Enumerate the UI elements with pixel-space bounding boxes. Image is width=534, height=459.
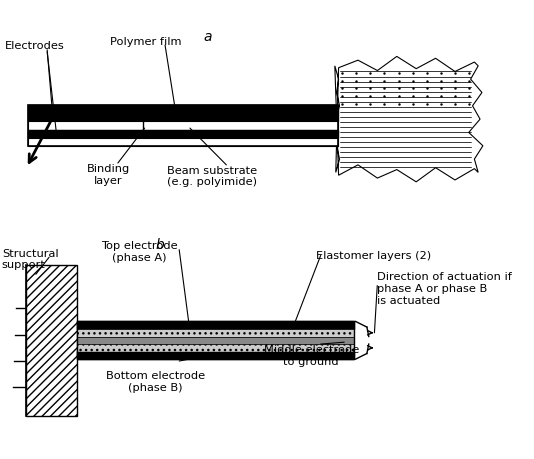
Bar	[26, 265, 77, 416]
Bar	[28, 138, 337, 147]
Bar	[28, 106, 337, 121]
Text: Direction of actuation if
phase A or phase B
is actuated: Direction of actuation if phase A or pha…	[377, 272, 512, 305]
Text: b: b	[156, 237, 164, 251]
Bar	[77, 337, 354, 344]
Text: Electrodes: Electrodes	[5, 41, 65, 51]
Bar	[77, 352, 354, 359]
Text: Polymer film: Polymer film	[111, 37, 182, 46]
Text: Beam substrate
(e.g. polyimide): Beam substrate (e.g. polyimide)	[167, 166, 257, 187]
Bar	[77, 344, 354, 352]
Bar	[77, 322, 354, 329]
Bar	[28, 121, 337, 131]
Text: Middle electrode
to ground: Middle electrode to ground	[264, 344, 359, 366]
Text: Top electrode
(phase A): Top electrode (phase A)	[101, 241, 178, 263]
Text: Binding
layer: Binding layer	[87, 163, 130, 185]
Polygon shape	[335, 57, 483, 182]
Bar	[77, 322, 354, 359]
Bar	[28, 131, 337, 138]
Text: Structural
support: Structural support	[2, 248, 59, 270]
Text: a: a	[203, 30, 212, 44]
Text: Bottom electrode
(phase B): Bottom electrode (phase B)	[106, 371, 205, 392]
Text: Elastomer layers (2): Elastomer layers (2)	[316, 250, 431, 260]
Bar	[28, 106, 337, 147]
Bar	[77, 329, 354, 337]
